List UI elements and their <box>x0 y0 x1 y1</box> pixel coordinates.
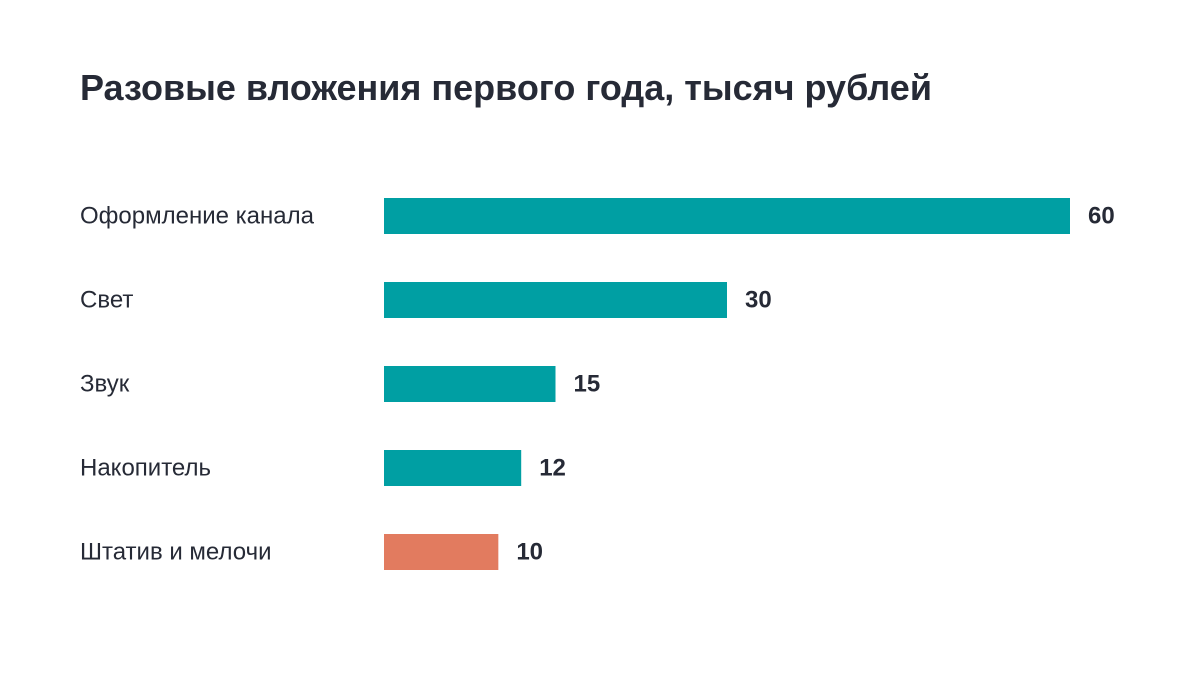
value-label: 30 <box>745 287 772 314</box>
category-label: Штатив и мелочи <box>80 539 271 566</box>
value-label: 12 <box>539 455 566 482</box>
bar <box>384 282 727 318</box>
value-label: 10 <box>516 539 543 566</box>
value-label: 60 <box>1088 203 1115 230</box>
category-label: Накопитель <box>80 455 211 482</box>
category-label: Свет <box>80 287 133 314</box>
category-label: Звук <box>80 371 130 398</box>
bar <box>384 450 522 486</box>
bar <box>384 366 556 402</box>
value-label: 15 <box>574 371 601 398</box>
bar <box>384 534 499 570</box>
bar <box>384 198 1070 234</box>
category-label: Оформление канала <box>80 203 315 230</box>
chart-title: Разовые вложения первого года, тысяч руб… <box>80 67 932 108</box>
